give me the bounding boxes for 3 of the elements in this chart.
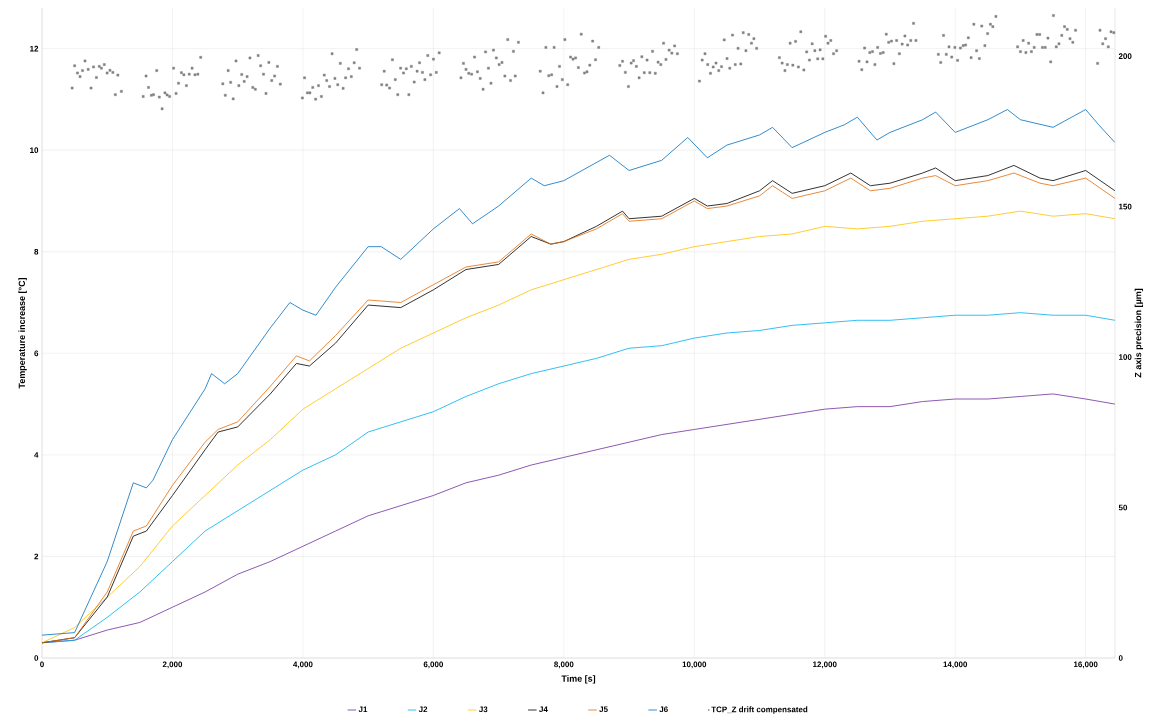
y-axis-title: Temperature increase [°C]	[18, 277, 27, 389]
y2-axis-title: Z axis precision [µm]	[1134, 288, 1144, 378]
x-axis-title: Time [s]	[561, 675, 596, 684]
